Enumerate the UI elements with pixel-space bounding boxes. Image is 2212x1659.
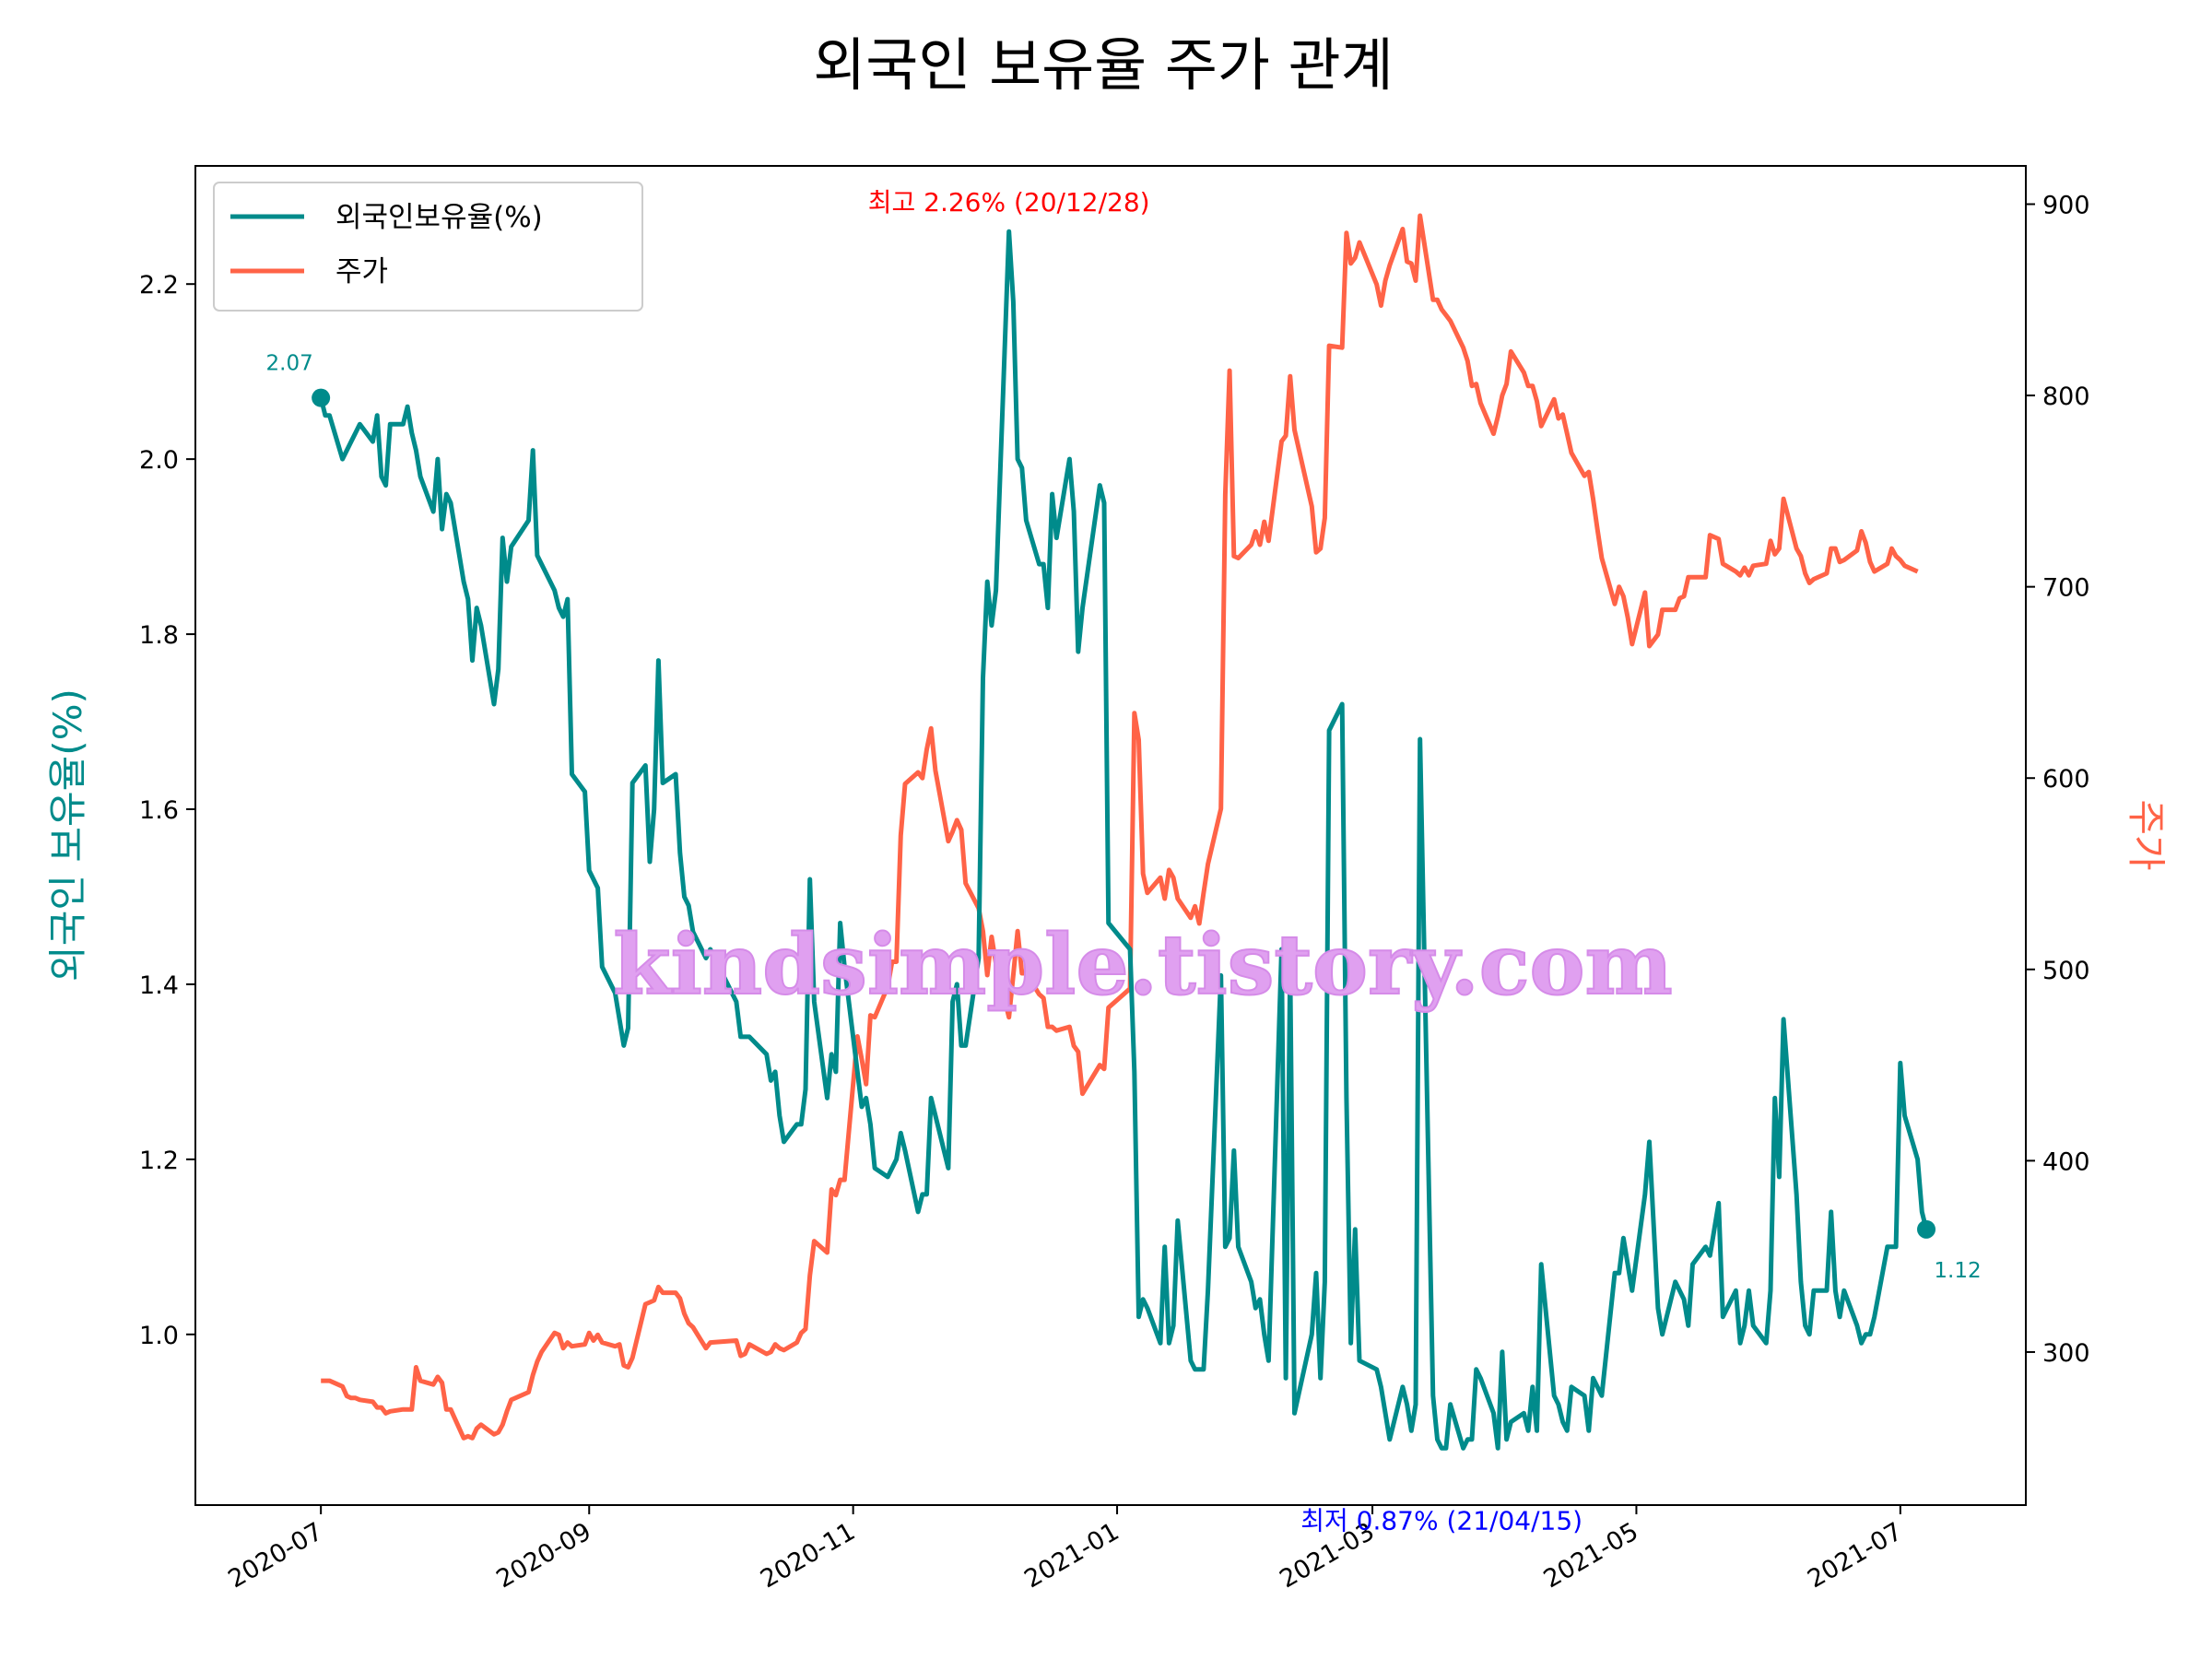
right-y-tick-label: 500 <box>2042 957 2090 985</box>
right-y-tick-label: 400 <box>2042 1147 2090 1176</box>
y-axis-label-left-text: 외국인 보유율(%) <box>45 688 90 982</box>
series-line-price <box>321 213 1919 1441</box>
y-axis-label-right: 주가 <box>2124 799 2169 870</box>
chart-title: 외국인 보유율 주가 관계 <box>813 31 1394 99</box>
x-tick-label: 2021-07 <box>1803 1517 1907 1594</box>
end-value-label: 1.12 <box>1934 1259 1981 1283</box>
left-y-axis: 1.0 1.2 1.4 1.6 1.8 2.0 2.2 <box>139 271 195 1350</box>
right-y-tick-label: 700 <box>2042 574 2090 603</box>
right-y-tick-label: 300 <box>2042 1339 2090 1368</box>
left-y-tick-label: 2.0 <box>139 446 179 475</box>
left-y-tick-label: 1.4 <box>139 971 179 1000</box>
left-y-tick-label: 1.0 <box>139 1322 179 1350</box>
start-value-label: 2.07 <box>266 352 313 376</box>
left-y-tick-label: 2.2 <box>139 271 179 300</box>
right-y-axis: 300 400 500 600 700 800 900 <box>2026 192 2090 1368</box>
x-axis: 2020-07 2020-09 2020-11 2021-01 2021-03 2021-… <box>223 1505 1907 1594</box>
x-tick-label: 2020-07 <box>223 1517 327 1594</box>
legend: 외국인보유율(%) 주가 <box>213 182 643 312</box>
y-axis-label-left: 외국인 보유율(%) <box>45 688 90 982</box>
right-y-tick-label: 900 <box>2042 192 2090 220</box>
left-y-tick-label: 1.8 <box>139 621 179 650</box>
min-annotation: 최저 0.87% (21/04/15) <box>1300 1505 1583 1535</box>
x-tick-label: 2020-09 <box>492 1517 596 1594</box>
left-y-tick-label: 1.6 <box>139 796 179 825</box>
start-point-marker <box>312 388 331 407</box>
right-y-tick-label: 800 <box>2042 382 2090 411</box>
legend-label-price: 주가 <box>335 255 388 288</box>
end-point-marker <box>1917 1219 1936 1239</box>
legend-label-holding: 외국인보유율(%) <box>335 201 543 234</box>
legend-box <box>213 182 643 312</box>
series-line-holding <box>318 229 1929 1451</box>
plot-frame <box>194 165 2027 1506</box>
right-y-tick-label: 600 <box>2042 765 2090 794</box>
x-tick-label: 2020-11 <box>756 1517 860 1594</box>
y-axis-label-right-text: 주가 <box>2124 799 2169 870</box>
x-tick-label: 2021-01 <box>1019 1517 1124 1594</box>
left-y-tick-label: 1.2 <box>139 1147 179 1175</box>
watermark: kindsimple.tistory.com <box>613 916 1673 1014</box>
max-annotation: 최고 2.26% (20/12/28) <box>868 187 1150 218</box>
